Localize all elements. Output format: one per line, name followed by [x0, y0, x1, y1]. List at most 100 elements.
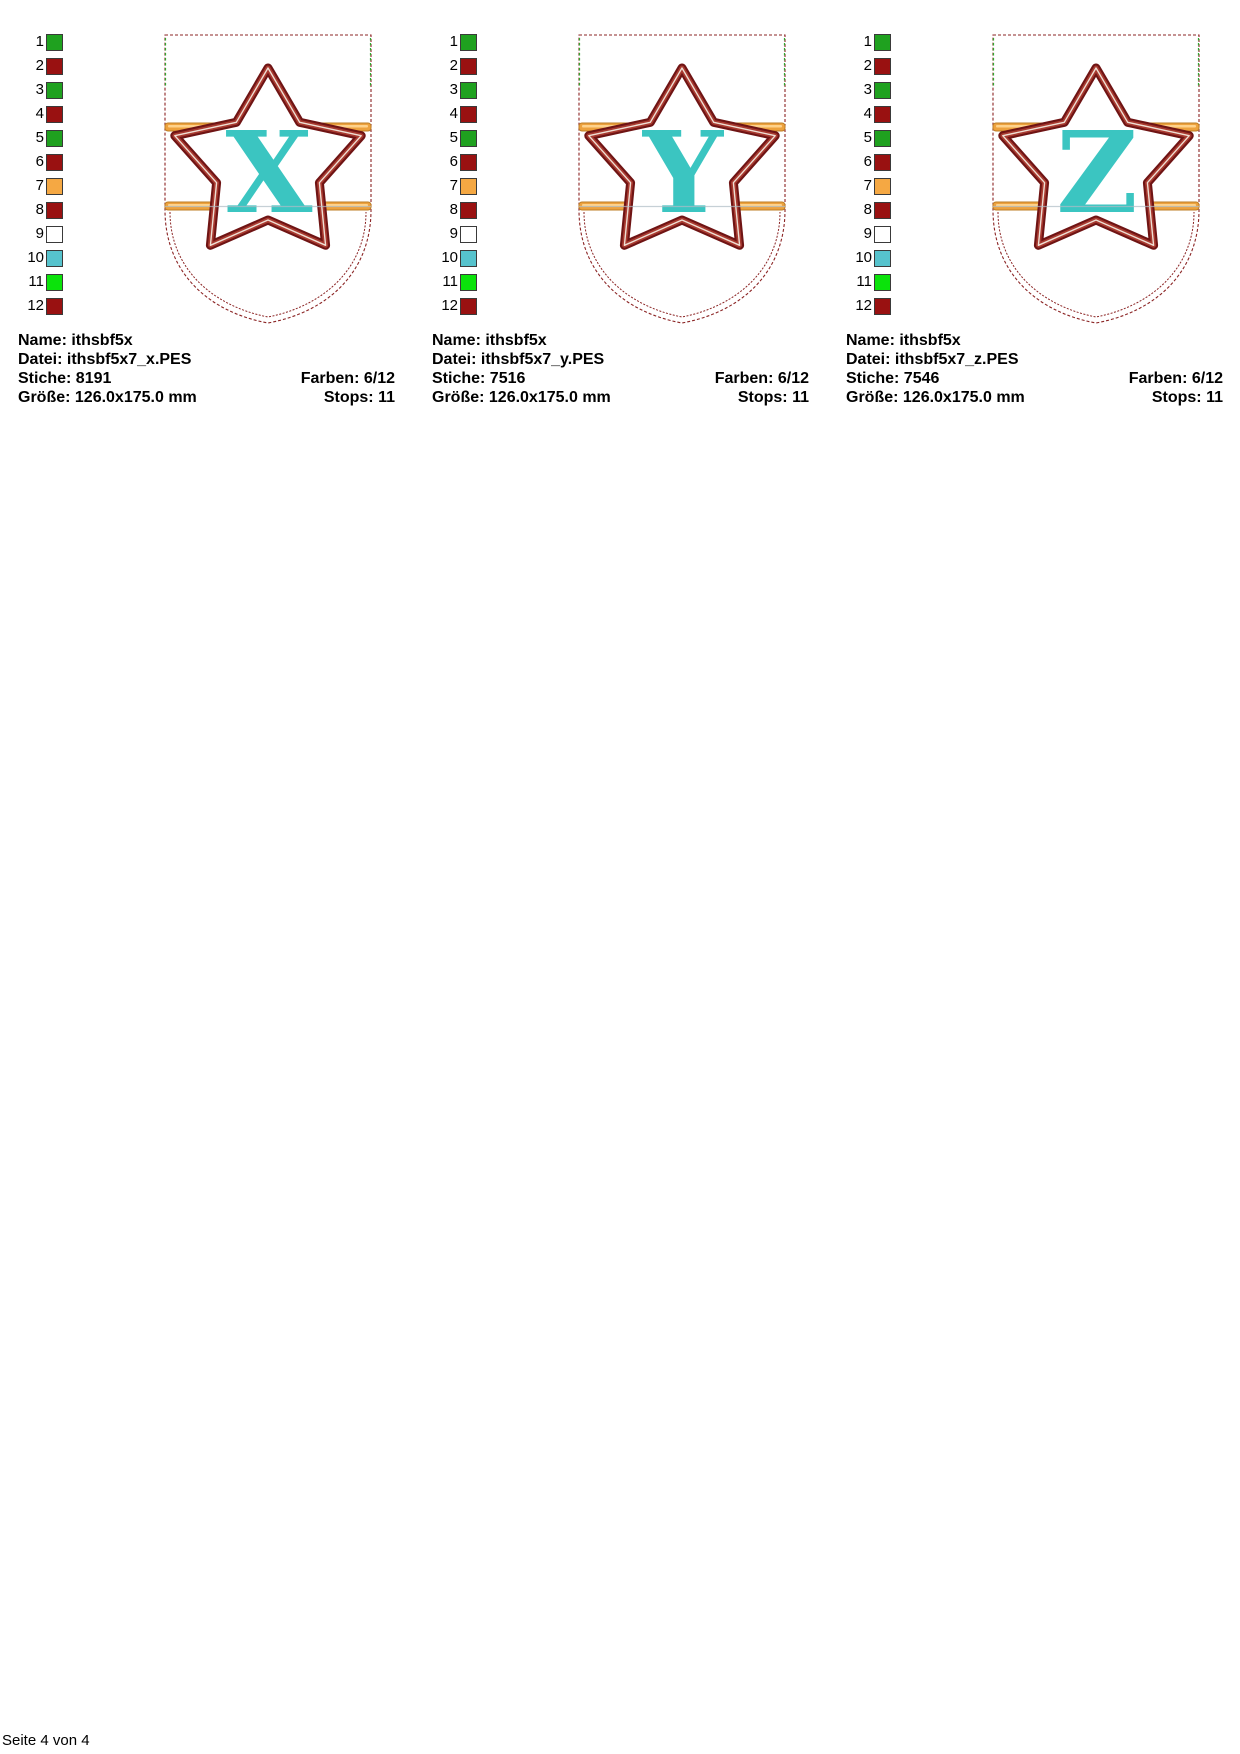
color-list-row: 9	[18, 225, 64, 249]
color-swatch	[460, 34, 477, 51]
color-number: 11	[856, 273, 872, 290]
design-block-x: X 1 2 3 4 5 6 7 8 9 10 11 12 Name: ithsbf5x Datei: …	[18, 0, 398, 420]
design-info-x: Name: ithsbf5x Datei: ithsbf5x7_x.PES St…	[18, 331, 395, 407]
shield-inner-line	[583, 211, 781, 318]
color-list-row: 1	[18, 33, 64, 57]
color-list-row: 11	[432, 273, 478, 297]
color-list-row: 10	[432, 249, 478, 273]
color-number: 5	[449, 129, 458, 146]
color-list-row: 11	[18, 273, 64, 297]
shield-outline	[164, 34, 372, 324]
color-number: 9	[35, 225, 44, 242]
monogram-letter: X	[226, 108, 313, 239]
color-swatch	[460, 202, 477, 219]
design-colors: Farben: 6/12	[1128, 370, 1223, 387]
color-number: 10	[855, 249, 872, 266]
design-name: Name: ithsbf5x	[18, 332, 133, 349]
color-list-row: 5	[846, 129, 892, 153]
color-list-row: 3	[432, 81, 478, 105]
shield-inner-line	[169, 211, 367, 318]
color-swatch	[874, 298, 891, 315]
color-number: 4	[863, 105, 872, 122]
design-stops: Stops: 11	[323, 389, 395, 406]
color-swatch	[874, 34, 891, 51]
color-number: 3	[863, 81, 872, 98]
color-list-row: 6	[846, 153, 892, 177]
color-swatch	[460, 178, 477, 195]
color-number: 10	[441, 249, 458, 266]
color-list-row: 7	[432, 177, 478, 201]
color-number: 7	[449, 177, 458, 194]
color-number: 7	[35, 177, 44, 194]
design-name: Name: ithsbf5x	[846, 332, 961, 349]
design-colors: Farben: 6/12	[300, 370, 395, 387]
design-size: Größe: 126.0x175.0 mm	[432, 389, 611, 406]
design-file: Datei: ithsbf5x7_x.PES	[18, 351, 192, 368]
color-list-row: 6	[18, 153, 64, 177]
color-list-row: 2	[846, 57, 892, 81]
color-number: 1	[449, 33, 458, 50]
design-size: Größe: 126.0x175.0 mm	[18, 389, 197, 406]
color-swatch	[46, 226, 63, 243]
color-swatch	[460, 226, 477, 243]
color-number: 12	[27, 297, 44, 314]
color-swatch	[46, 106, 63, 123]
color-number: 8	[449, 201, 458, 218]
color-list-row: 12	[18, 297, 64, 321]
color-list-row: 4	[432, 105, 478, 129]
design-info-z: Name: ithsbf5x Datei: ithsbf5x7_z.PES St…	[846, 331, 1223, 407]
color-number: 1	[863, 33, 872, 50]
color-number: 11	[442, 273, 458, 290]
design-colors: Farben: 6/12	[714, 370, 809, 387]
design-stops: Stops: 11	[1151, 389, 1223, 406]
color-number: 2	[35, 57, 44, 74]
color-number: 6	[449, 153, 458, 170]
color-list-row: 10	[846, 249, 892, 273]
color-swatch	[460, 82, 477, 99]
color-list-row: 8	[846, 201, 892, 225]
color-swatch	[46, 58, 63, 75]
page-number: Seite 4 von 4	[2, 1732, 90, 1749]
color-list-row: 1	[432, 33, 478, 57]
star-applique-highlight	[588, 67, 776, 247]
color-list-row: 7	[18, 177, 64, 201]
color-swatch	[460, 154, 477, 171]
color-number: 4	[35, 105, 44, 122]
design-name: Name: ithsbf5x	[432, 332, 547, 349]
color-swatch	[46, 82, 63, 99]
color-number: 3	[449, 81, 458, 98]
color-number: 11	[28, 273, 44, 290]
color-number: 4	[449, 105, 458, 122]
color-swatch	[874, 106, 891, 123]
color-list-row: 8	[432, 201, 478, 225]
color-swatch	[874, 154, 891, 171]
color-list-row: 1	[846, 33, 892, 57]
color-swatch	[46, 34, 63, 51]
design-file: Datei: ithsbf5x7_y.PES	[432, 351, 605, 368]
color-number: 1	[35, 33, 44, 50]
color-list-row: 12	[846, 297, 892, 321]
color-swatch	[460, 130, 477, 147]
color-number: 2	[863, 57, 872, 74]
monogram-letter: Z	[1056, 108, 1138, 239]
color-list-row: 9	[432, 225, 478, 249]
color-list: 1 2 3 4 5 6 7 8 9 10 11 12	[432, 33, 478, 321]
color-swatch	[46, 154, 63, 171]
color-number: 10	[27, 249, 44, 266]
shield-outline	[578, 34, 786, 324]
color-swatch	[874, 274, 891, 291]
color-number: 8	[35, 201, 44, 218]
color-list-row: 6	[432, 153, 478, 177]
color-swatch	[460, 274, 477, 291]
star-applique-highlight	[1002, 67, 1190, 247]
color-swatch	[460, 250, 477, 267]
color-number: 6	[35, 153, 44, 170]
color-swatch	[874, 178, 891, 195]
color-list-row: 2	[18, 57, 64, 81]
color-list-row: 12	[432, 297, 478, 321]
color-list-row: 10	[18, 249, 64, 273]
color-number: 6	[863, 153, 872, 170]
color-swatch	[874, 250, 891, 267]
color-list-row: 4	[18, 105, 64, 129]
star-applique-highlight	[174, 67, 362, 247]
